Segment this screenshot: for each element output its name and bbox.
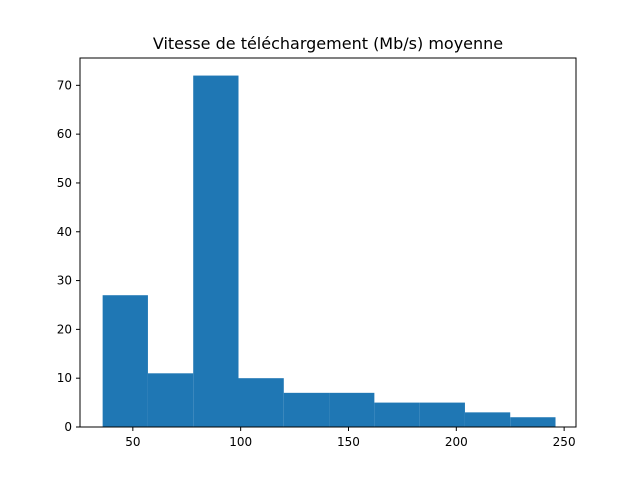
y-tick-label-3: 30 xyxy=(57,274,72,288)
y-tick-label-0: 0 xyxy=(64,420,72,434)
x-axis-ticks: 50 100 150 200 250 xyxy=(125,427,576,449)
x-tick-label-1: 100 xyxy=(229,435,252,449)
y-tick-label-1: 10 xyxy=(57,371,72,385)
y-tick-label-4: 40 xyxy=(57,225,72,239)
histogram-bar-7 xyxy=(419,402,465,427)
x-tick-label-4: 250 xyxy=(553,435,576,449)
histogram-bar-9 xyxy=(510,417,556,427)
x-tick-label-3: 200 xyxy=(445,435,468,449)
plot-frame xyxy=(79,57,577,428)
histogram-bar-5 xyxy=(329,392,375,427)
histogram-bar-6 xyxy=(374,402,420,427)
x-tick-label-2: 150 xyxy=(337,435,360,449)
histogram-bar-8 xyxy=(464,412,511,427)
histogram-bar-1 xyxy=(147,373,194,427)
chart-title: Vitesse de téléchargement (Mb/s) moyenne xyxy=(153,34,503,53)
y-tick-label-7: 70 xyxy=(57,78,72,92)
y-tick-label-6: 60 xyxy=(57,127,72,141)
y-axis-ticks: 0 10 20 30 40 50 60 70 xyxy=(57,78,80,434)
y-tick-label-2: 20 xyxy=(57,322,72,336)
histogram-bar-2 xyxy=(193,75,239,428)
histogram-bars xyxy=(102,75,556,428)
histogram-bar-4 xyxy=(283,392,330,427)
histogram-bar-0 xyxy=(102,295,148,427)
y-tick-label-5: 50 xyxy=(57,176,72,190)
x-tick-label-0: 50 xyxy=(125,435,140,449)
histogram-bar-3 xyxy=(238,378,284,427)
